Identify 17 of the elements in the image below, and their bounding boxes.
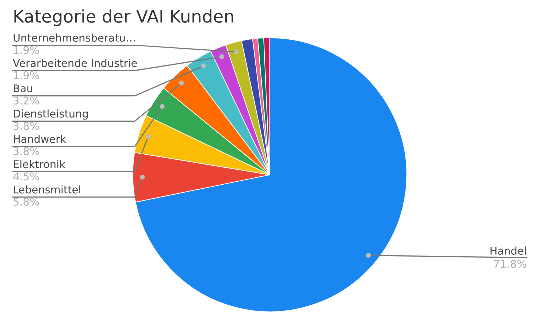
slice-label: Bau (14, 84, 32, 93)
slice-label: Verarbeitende Industrie (13, 59, 138, 68)
slice-label: Handel (490, 246, 526, 255)
slice-label: Elektronik (14, 160, 66, 168)
slice-label: Handwerk (14, 134, 66, 144)
data-label: 3.2% (14, 96, 40, 105)
data-label: 4.5% (14, 172, 40, 181)
data-label: 1.9% (14, 71, 40, 80)
data-label: 3.8% (14, 147, 40, 156)
chart-title: Kategorie der VAI Kunden (14, 10, 234, 26)
slice-label: Lebensmittel (14, 186, 81, 194)
slice-label: Unternehmensberatu… (14, 34, 136, 42)
slice-label: Dienstleistung (14, 110, 88, 120)
data-label: 1.9% (14, 46, 40, 54)
data-label: 71.8% (494, 260, 526, 268)
data-label: 3.8% (14, 122, 40, 130)
data-label: 5.8% (14, 198, 40, 206)
